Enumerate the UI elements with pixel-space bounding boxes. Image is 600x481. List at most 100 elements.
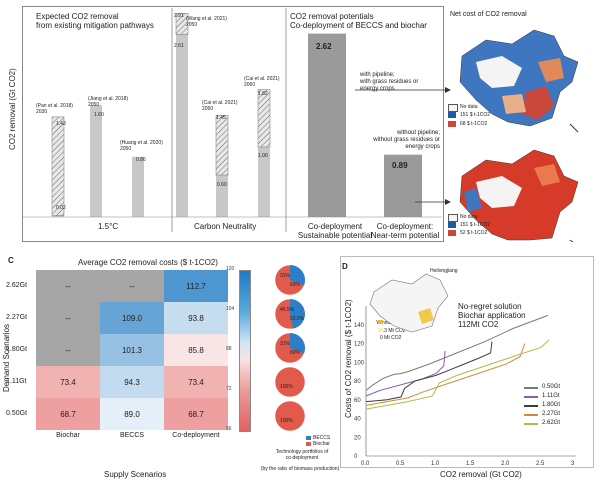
legend-nodata-1: No data — [460, 104, 478, 110]
heatmap-title: Average CO2 removal costs ($ t-1CO2) — [78, 258, 218, 267]
x-tick: 0.0 — [361, 461, 370, 467]
series-line-1.80Gt — [365, 341, 493, 403]
val-1.82: 1.82 — [258, 91, 268, 97]
colorbar-tick: 120 — [226, 266, 235, 272]
pie-label: 69% — [290, 282, 301, 288]
heat-row-label: 2.27Gt — [6, 314, 28, 321]
x-tick: 2.5 — [536, 461, 545, 467]
line-chart-frame — [340, 256, 594, 468]
val-1.43: 1.43 — [56, 121, 66, 127]
legend-label: 2.62Gt — [542, 420, 561, 426]
legend-swatch-nodata-1 — [448, 104, 458, 112]
series-line-2.27Gt — [365, 343, 526, 406]
legend-low-1: 68 $ t-1CO2 — [460, 121, 488, 127]
heat-cell: 94.3 — [100, 366, 164, 398]
legend-label: 1.11Gt — [542, 393, 560, 399]
pie-caption-2: (by the ratio of biomass production) — [260, 466, 340, 472]
study-label-pan: (Pan et al. 2018) 2030 — [36, 103, 73, 115]
legend-line-swatch — [524, 405, 538, 407]
heat-row-label: 0.50Gt — [6, 410, 28, 417]
legend-swatch-nodata-2 — [448, 214, 458, 222]
y-tick: 80 — [354, 379, 361, 385]
bar-solid-4 — [216, 175, 228, 217]
group-label-neutrality: Carbon Neutrality — [194, 222, 257, 231]
colorbar-tick: 88 — [226, 346, 232, 352]
x-tick: 2.0 — [501, 461, 510, 467]
pie-column: 31% 69% 46.5% 53.5% 31% 69% 100% 100% — [274, 264, 306, 432]
heat-cell: 112.7 — [164, 270, 228, 302]
legend-swatch-low-1 — [448, 121, 456, 127]
inset-low: 0 Mt CO2 — [380, 335, 402, 341]
pie-4: 100% — [274, 400, 306, 432]
line-chart: 0.0 0.5 1.0 1.5 2.0 2.5 3 0 20 40 60 80 100 120 140 — [354, 306, 576, 467]
y-tick: 100 — [354, 360, 365, 366]
line-y-label: Costs of CO2 removal ($ t-1CO2) — [344, 299, 353, 418]
legend-line-swatch — [524, 387, 538, 389]
heatmap-x-label: Supply Scenarios — [104, 470, 167, 479]
heat-row-label: 2.62Gt — [6, 282, 28, 289]
x-tick: 1.0 — [431, 461, 440, 467]
y-tick: 140 — [354, 323, 365, 329]
pie-2: 31% 69% — [274, 332, 306, 364]
heat-row-label: 1.80Gt — [6, 346, 28, 353]
line-annotation: No-regret solution Biochar application 1… — [458, 302, 526, 329]
group-label-1.5: 1.5°C — [98, 222, 119, 231]
inset-yunnan: Yunnan — [376, 320, 393, 326]
top-bar-chart — [22, 8, 442, 232]
val-0.60: 0.60 — [217, 182, 227, 188]
pie-slice-beccs — [290, 299, 305, 329]
bar-solid-3 — [176, 34, 188, 217]
map-title: Net cost of CO2 removal — [450, 11, 527, 18]
pie-caption: Technology portfolios of co-deployment — [275, 449, 329, 461]
val-1.60: 1.60 — [94, 112, 104, 118]
legend-high-2: 151 $ t-1CO2 — [460, 222, 491, 228]
pie-0: 31% 69% — [274, 264, 306, 296]
heat-cell: 85.8 — [164, 334, 228, 366]
bar-range-0 — [51, 116, 65, 216]
heat-cell: -- — [36, 270, 100, 302]
y-tick: 120 — [354, 342, 365, 348]
y-tick: 20 — [354, 435, 361, 441]
study-label-wang: (Wang et al. 2021) 2050 — [186, 16, 227, 28]
colorbar — [239, 270, 251, 432]
inset-map — [369, 273, 449, 333]
legend-label: 2.27Gt — [542, 411, 561, 417]
legend-swatch-high-2 — [448, 222, 456, 228]
pie-label: 31% — [280, 341, 291, 347]
pie-label: 31% — [280, 273, 291, 279]
pie-legend-beccs: BECCS — [313, 435, 331, 441]
x-tick: 0.5 — [396, 461, 405, 467]
pie-slice-beccs — [290, 265, 305, 286]
heat-cell: 68.7 — [36, 398, 100, 430]
heat-cell: 101.3 — [100, 334, 164, 366]
legend-line-swatch — [524, 396, 538, 398]
top-y-axis-label: CO2 removal (Gt CO2) — [8, 68, 17, 150]
annotation-without-pipeline: without pipeline; without grass residues… — [373, 130, 440, 150]
heat-cell: 93.8 — [164, 302, 228, 334]
heat-cell: 89.0 — [100, 398, 164, 430]
panel-letter-c: C — [8, 256, 14, 265]
series-line-1.11Gt — [365, 350, 446, 397]
bar-label-near-term: Co-deployment: Near-term potential — [370, 222, 440, 240]
pie-legend-swatch-beccs — [306, 436, 311, 440]
series-line-2.62Gt — [365, 339, 550, 410]
heat-col-label: Co-deployment — [172, 432, 220, 439]
bar-solid-5 — [258, 147, 270, 217]
colorbar-tick: 72 — [226, 386, 232, 392]
study-label-jiang: (Jiang et al. 2018) 2050 — [88, 96, 129, 108]
legend-line-swatch — [524, 423, 538, 425]
annotation-with-pipeline: with pipeline; with grass residues or en… — [360, 72, 419, 92]
line-x-label: CO2 removal (Gt CO2) — [440, 470, 522, 479]
section-title-1: Expected CO2 removal from existing mitig… — [36, 12, 154, 30]
section-title-2: CO2 removal potentials Co-deployment of … — [290, 12, 427, 30]
heat-col-label: Biochar — [56, 432, 80, 439]
inset-high: 1.3 Mt CO2 — [380, 328, 406, 334]
val-1.45: 1.45 — [216, 115, 226, 121]
x-tick: 3 — [571, 461, 575, 467]
arrows — [355, 87, 451, 205]
heat-row-label: 1.11Gt — [6, 378, 27, 385]
val-1.00: 1.00 — [258, 153, 268, 159]
legend-high-1: 151 $ t-1CO2 — [460, 112, 491, 118]
legend-nodata-2: No data — [460, 214, 478, 220]
y-tick: 0 — [354, 454, 358, 460]
